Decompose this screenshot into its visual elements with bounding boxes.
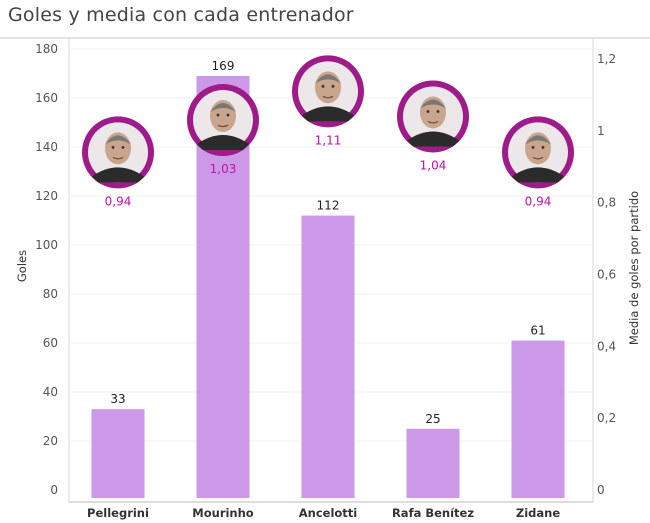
- average-label: 0,94: [525, 194, 552, 208]
- y-tick-label: 20: [43, 434, 58, 448]
- y2-tick-label: 0,6: [597, 268, 616, 282]
- bar: [406, 428, 460, 498]
- bar-value-label: 25: [425, 412, 440, 426]
- y2-axis-ticks: 0 0,2 0,4 0,6 0,8 1 1,2: [597, 52, 616, 497]
- y-tick-label: 180: [35, 42, 58, 56]
- bar-value-label: 112: [317, 199, 340, 213]
- y-tick-label: 40: [43, 385, 58, 399]
- bar-value-label: 169: [212, 59, 235, 73]
- coach-portrait-icon: [187, 84, 259, 157]
- bar-value-label: 61: [530, 324, 545, 338]
- category-label: Mourinho: [192, 506, 254, 520]
- y2-tick-label: 0,4: [597, 339, 616, 353]
- y2-tick-label: 1: [597, 124, 605, 138]
- average-label: 1,03: [210, 162, 237, 176]
- y2-tick-label: 0: [597, 483, 605, 497]
- y2-tick-label: 0,8: [597, 196, 616, 210]
- coach-portrait-icon: [292, 55, 364, 128]
- average-label: 1,04: [420, 158, 447, 172]
- y2-tick-label: 1,2: [597, 52, 616, 66]
- y-axis-ticks: 0 20 40 60 80 100 120 140 160 180: [35, 42, 58, 497]
- x-axis-ticks: Pellegrini Mourinho Ancelotti Rafa Benítez Z…: [87, 506, 560, 520]
- y-axis-label: Goles: [15, 250, 29, 282]
- y-tick-label: 100: [35, 238, 58, 252]
- bar-value-label: 33: [110, 392, 125, 406]
- coach-portrait-icon: [502, 116, 574, 189]
- y2-axis-label: Media de goles por partido: [627, 191, 641, 345]
- y-tick-label: 140: [35, 140, 58, 154]
- y2-tick-label: 0,2: [597, 411, 616, 425]
- y-tick-label: 160: [35, 91, 58, 105]
- y-tick-label: 0: [50, 483, 58, 497]
- chart-title: Goles y media con cada entrenador: [8, 4, 354, 26]
- coach-portrait-icon: [397, 80, 469, 153]
- coach-portrait-icon: [82, 116, 154, 189]
- y-tick-label: 60: [43, 336, 58, 350]
- bar: [511, 340, 565, 498]
- category-label: Rafa Benítez: [392, 506, 474, 520]
- bar: [301, 215, 355, 498]
- category-label: Pellegrini: [87, 506, 149, 520]
- category-label: Ancelotti: [299, 506, 357, 520]
- average-markers: 0,94 1,03 1,11 1,04 0,94: [82, 55, 574, 208]
- y-tick-label: 80: [43, 287, 58, 301]
- average-label: 0,94: [105, 194, 132, 208]
- category-label: Zidane: [516, 506, 560, 520]
- average-label: 1,11: [315, 133, 342, 147]
- bar: [91, 409, 145, 498]
- y-tick-label: 120: [35, 189, 58, 203]
